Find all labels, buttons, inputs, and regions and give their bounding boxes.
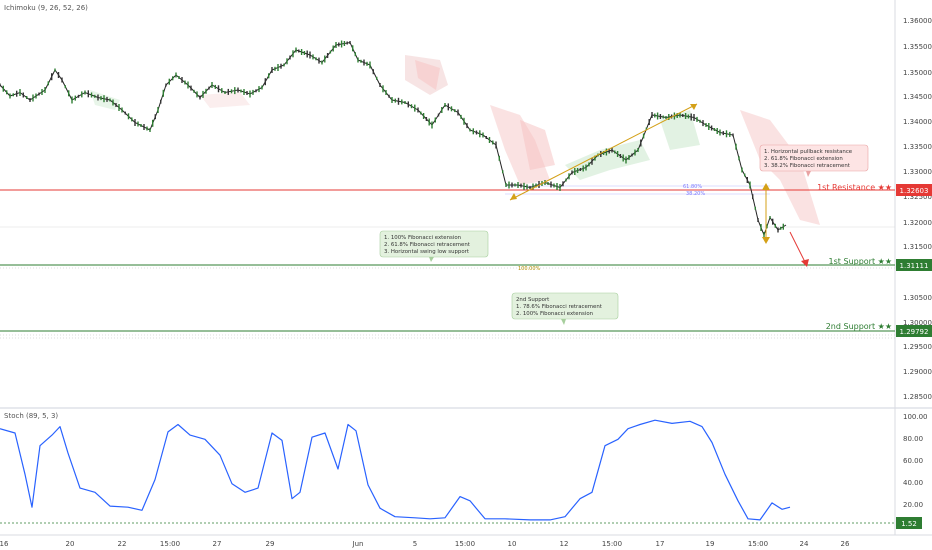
time-tick-label: 17 [656, 540, 665, 548]
stoch-tick-label: 80.00 [903, 435, 923, 443]
support1-price-tag-bg [896, 259, 932, 271]
support2-price-tag-bg [896, 325, 932, 337]
price-series [0, 40, 787, 238]
upswing-arrow [509, 103, 698, 201]
price-tick-label: 1.36000 [903, 17, 932, 25]
time-tick-label: 12 [560, 540, 569, 548]
support1-note-line-2: 2. 61.8% Fibonacci retracement [384, 242, 470, 248]
price-tick-label: 1.33000 [903, 168, 932, 176]
resistance-note-line-1: 1. Horizontal pullback resistance [764, 149, 853, 155]
cloud-bear-4 [520, 120, 555, 170]
price-tick-label: 1.32000 [903, 219, 932, 227]
stoch-tick-label: 40.00 [903, 479, 923, 487]
price-tick-label: 1.32500 [903, 193, 932, 201]
support2-note-pointer [561, 319, 566, 325]
time-tick-label: 15:00 [748, 540, 768, 548]
support1-price-tag: 1.31111 [896, 259, 932, 271]
time-tick-label: 15:00 [602, 540, 622, 548]
price-tick-label: 1.35500 [903, 43, 932, 51]
support2-name-label: 2nd Support ★★ [826, 322, 892, 331]
stoch-tick-label: 60.00 [903, 457, 923, 465]
stoch-tick-label: 100.00 [903, 413, 928, 421]
time-tick-label: Jun [352, 540, 364, 548]
stoch-series [0, 419, 791, 521]
projection-arrow [789, 231, 807, 265]
resistance-note[interactable]: 1. Horizontal pullback resistance 2. 61.… [759, 144, 869, 177]
price-axis[interactable]: 1.36000 1.35500 1.35000 1.34500 1.34000 1.335… [903, 17, 932, 401]
support2-price-tag-text: 1.29792 [900, 328, 929, 336]
time-tick-label: 16 [0, 540, 9, 548]
resistance-price-tag-text: 1.32603 [900, 187, 929, 195]
price-tick-label: 1.34000 [903, 118, 932, 126]
analysis-arrows [509, 103, 809, 267]
support1-note-pointer [429, 257, 434, 262]
time-tick-label: 15:00 [455, 540, 475, 548]
stoch-value-tag-text: 1.52 [901, 520, 917, 528]
price-tick-label: 1.28500 [903, 393, 932, 401]
time-tick-label: 19 [706, 540, 715, 548]
stoch-tick-label: 20.00 [903, 501, 923, 509]
upswing-arrow-head [690, 104, 697, 110]
resistance-note-line-2: 2. 61.8% Fibonacci extension [764, 156, 843, 162]
time-tick-label: 24 [800, 540, 809, 548]
resistance-note-box[interactable] [759, 144, 869, 172]
resistance-price-tag-bg [896, 184, 932, 196]
time-tick-label: 27 [213, 540, 222, 548]
support1-note-line-3: 3. Horizontal swing low support [384, 249, 469, 255]
resistance-note-pointer [806, 171, 811, 177]
projection-arrow-head [801, 259, 809, 267]
time-tick-label: 15:00 [160, 540, 180, 548]
time-tick-label: 10 [508, 540, 517, 548]
time-tick-label: 22 [118, 540, 127, 548]
time-tick-label: 20 [66, 540, 75, 548]
price-tick-label: 1.29500 [903, 343, 932, 351]
upswing-arrow-tail [510, 193, 517, 200]
stoch-value-tag: 1.52 [896, 517, 922, 529]
time-tick-label: 5 [413, 540, 417, 548]
fib-618-label: 61.80% [683, 184, 702, 190]
resistance-name-label: 1st Resistance ★★ [817, 183, 892, 192]
stoch-value-tag-bg [896, 517, 922, 529]
price-tick-label: 1.30000 [903, 319, 932, 327]
support2-note[interactable]: 2nd Support 1. 78.6% Fibonacci retraceme… [511, 292, 619, 325]
price-tick-label: 1.31500 [903, 243, 932, 251]
fib-vertical-arrow-head-up [762, 183, 770, 190]
time-tick-label: 29 [266, 540, 275, 548]
resistance-note-line-3: 3. 38.2% Fibonacci retracement [764, 163, 850, 169]
support1-note-line-1: 1. 100% Fibonacci extension [384, 235, 461, 241]
stoch-line [0, 419, 791, 521]
price-tick-label: 1.34500 [903, 93, 932, 101]
support1-note[interactable]: 1. 100% Fibonacci extension 2. 61.8% Fib… [379, 230, 489, 262]
price-tick-label: 1.35000 [903, 69, 932, 77]
support2-note-line-2: 1. 78.6% Fibonacci retracement [516, 304, 602, 310]
stoch-axis[interactable]: 100.00 80.00 60.00 40.00 20.00 [903, 413, 928, 509]
fib-382-label: 38.20% [686, 191, 705, 197]
time-axis[interactable]: 16 20 22 15:00 27 29 Jun 5 15:00 10 12 15:00 17 19 15:… [0, 540, 850, 548]
price-tick-label: 1.33500 [903, 143, 932, 151]
fib-100-label: 100.00% [518, 266, 540, 272]
price-tick-label: 1.30500 [903, 294, 932, 302]
support1-name-label: 1st Support ★★ [829, 257, 892, 266]
fib-vertical-arrow-head-down [762, 237, 770, 244]
price-tick-label: 1.29000 [903, 368, 932, 376]
ichimoku-label: Ichimoku (9, 26, 52, 26) [4, 4, 88, 12]
support2-price-tag: 1.29792 [896, 325, 932, 337]
cloud-bear-2 [415, 60, 440, 90]
time-tick-label: 26 [841, 540, 850, 548]
resistance-price-tag: 1.32603 [896, 184, 932, 196]
support2-note-line-1: 2nd Support [516, 297, 549, 303]
support1-price-tag-text: 1.31111 [900, 262, 929, 270]
stoch-label: Stoch (89, 5, 3) [4, 412, 58, 420]
cloud-bear-6 [200, 92, 250, 108]
support2-note-line-3: 2. 100% Fibonacci extension [516, 311, 593, 317]
cloud-bull-2 [660, 110, 700, 150]
price-pane[interactable] [0, 0, 895, 408]
